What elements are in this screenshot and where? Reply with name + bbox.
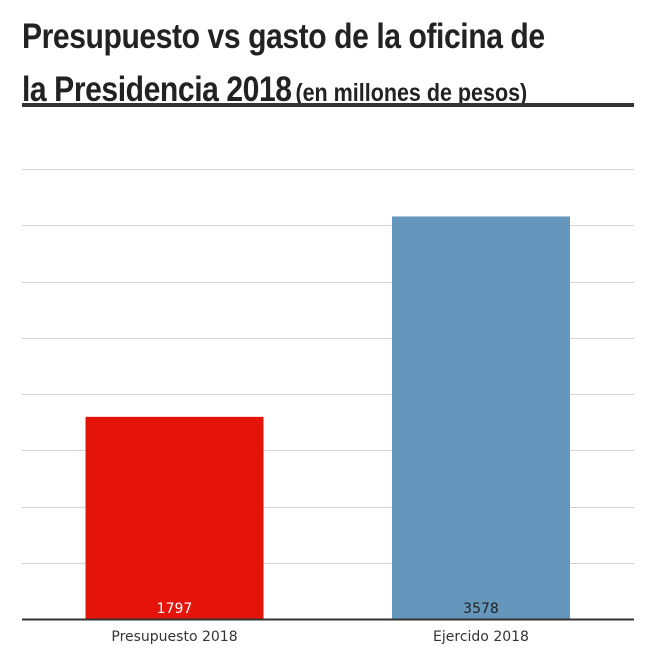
chart-title-sub: (en millones de pesos): [295, 79, 528, 107]
chart-title: Presupuesto vs gasto de la oficina de la…: [22, 14, 548, 120]
data-label: 1797: [157, 601, 193, 617]
bar: [85, 416, 264, 619]
data-label: 3578: [463, 601, 499, 617]
x-tick-label: Ejercido 2018: [433, 629, 529, 645]
title-rule: [22, 103, 634, 107]
chart-title-main: Presupuesto vs gasto de la oficina de la…: [22, 17, 545, 109]
x-tick-label: Presupuesto 2018: [111, 629, 237, 645]
bar: [392, 216, 570, 619]
